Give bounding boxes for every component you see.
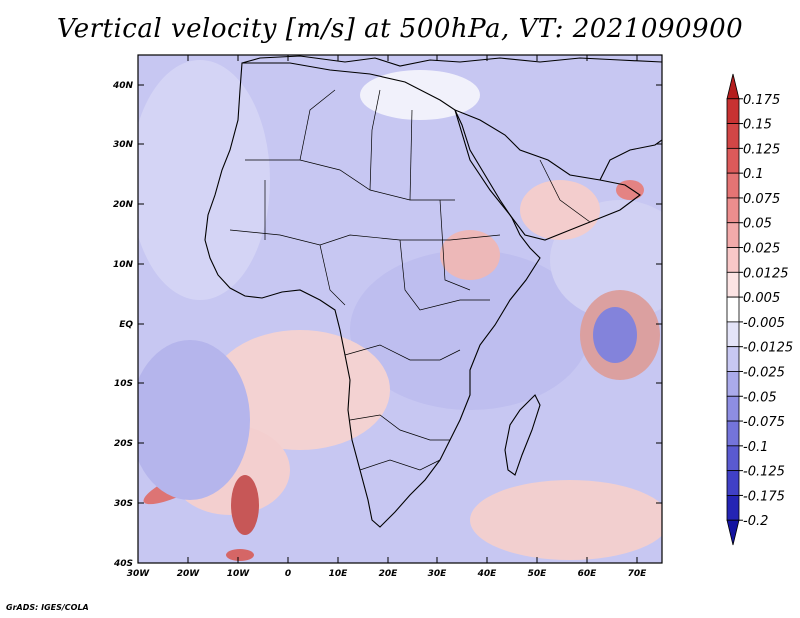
lat-label: 20S [114,439,133,449]
map-title: Vertical velocity [m/s] at 500hPa, VT: 2… [56,14,744,44]
colorbar-label: 0.125 [743,142,780,157]
colorbar-swatch [726,98,740,124]
madagascar-coastline [504,394,541,476]
lon-label: 50E [528,569,548,579]
colorbar-swatch [726,420,740,447]
lon-label: 30E [428,569,448,579]
lat-label: 40N [112,81,134,91]
colorbar-swatch [726,321,740,348]
lon-label: 30W [127,569,151,579]
lon-label: 20W [177,569,201,579]
colorbar-label: 0.005 [743,291,780,306]
colorbar-swatch [726,172,740,199]
colorbar-swatch [726,73,740,100]
colorbar-label: -0.075 [743,415,785,430]
coastlines [204,55,662,528]
colorbar-swatch [726,371,740,397]
arabia-coastline [454,109,641,241]
lat-label: 40S [113,559,133,569]
colorbar-swatch [726,271,740,298]
colorbar-label: -0.005 [743,316,785,331]
lon-label: 20E [379,569,399,579]
asia-coastline [599,139,662,181]
colorbar-label: 0.0125 [743,266,789,281]
colorbar-label: 0.1 [743,167,764,182]
colorbar-swatch [726,197,740,224]
colorbar-swatch [726,296,740,323]
country-borders [229,89,591,471]
colorbar-swatch [726,519,740,546]
colorbar-label: 0.15 [743,118,772,133]
colorbar-label: 0.05 [743,217,772,232]
colorbar-label: -0.125 [743,465,785,480]
lon-label: 60E [578,569,598,579]
colorbar-swatch [726,395,740,422]
lat-label: 10S [114,379,133,389]
colorbar-label: 0.025 [743,242,780,257]
lon-label: 0 [285,569,291,579]
lon-ticks: 30W 20W 10W 0 10E 20E 30E 40E 50E 60E 70… [127,55,647,579]
colorbar-swatch [726,495,740,521]
colorbar-swatch [726,147,740,174]
velocity-field [138,55,662,563]
colorbar: 0.175 0.15 0.125 0.1 0.075 0.05 0.025 0.0125 0.0… [726,73,793,546]
colorbar-swatch [726,247,740,273]
lon-label: 70E [628,569,648,579]
lat-label: 10N [113,260,134,270]
lon-label: 10W [227,569,251,579]
colorbar-label: -0.05 [743,390,777,405]
colorbar-label: -0.0125 [743,341,793,356]
lon-label: 10E [329,569,349,579]
colorbar-label: -0.025 [743,365,785,380]
colorbar-swatch [726,470,740,496]
plot-frame [137,54,663,564]
colorbar-swatch [726,123,740,149]
lat-label: 30N [113,140,134,150]
lat-label: 30S [114,499,133,509]
colorbar-label: 0.075 [743,192,780,207]
colorbar-label: -0.2 [743,514,768,529]
europe-coastline [241,55,662,67]
lon-label: 40E [477,569,498,579]
colorbar-label: 0.175 [743,93,780,108]
lat-label: EQ [119,320,133,330]
colorbar-label: -0.1 [743,440,768,455]
colorbar-swatch [726,445,740,472]
colorbar-swatch [726,222,740,248]
africa-coastline [204,62,541,528]
grads-credit: GrADS: IGES/COLA [6,603,89,612]
lat-ticks: 40N 30N 20N 10N EQ 10S 20S 30S 40S [112,81,662,569]
colorbar-swatch [726,346,740,372]
lat-label: 20N [113,200,134,210]
colorbar-label: -0.175 [743,489,785,504]
